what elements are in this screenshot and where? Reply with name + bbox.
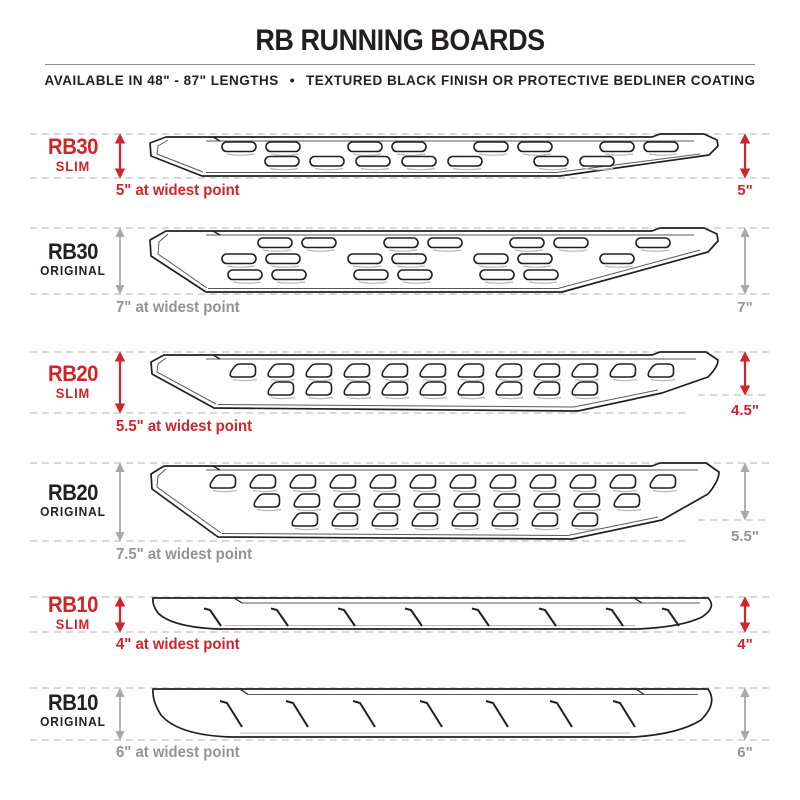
height-arrow-left	[114, 351, 126, 414]
board-illustration	[150, 351, 719, 412]
side-height-label: 5"	[737, 182, 753, 199]
dashed-guide-lines	[30, 133, 770, 179]
row-rb20-original: RB20 ORIGINAL 7.5" at widest point 5.5"	[0, 450, 800, 565]
board-illustration	[152, 688, 713, 738]
row-rb30-slim: RB30 SLIM 5" at widest point 5"	[0, 110, 800, 210]
variant-name: ORIGINAL	[40, 263, 106, 278]
rb20-slim-drawing	[30, 351, 770, 414]
widest-point-label: 7.5" at widest point	[116, 546, 253, 563]
model-name: RB10	[48, 690, 98, 715]
height-arrow-left	[115, 462, 125, 542]
variant-name: SLIM	[55, 158, 91, 174]
board-illustration	[150, 462, 720, 540]
height-arrow-left	[115, 687, 125, 741]
subtitle-lengths: AVAILABLE IN 48" - 87" LENGTHS	[44, 73, 279, 88]
variant-name: SLIM	[55, 385, 91, 401]
tread-slashes	[203, 607, 680, 627]
model-name: RB20	[48, 361, 98, 386]
model-name: RB10	[48, 592, 98, 617]
board-illustration	[149, 133, 719, 177]
dashed-guide-lines	[30, 687, 770, 741]
page-title: RB RUNNING BOARDS	[255, 24, 545, 57]
subtitle: AVAILABLE IN 48" - 87" LENGTHS • TEXTURED …	[0, 73, 800, 88]
dashed-guide-lines	[30, 596, 770, 633]
model-name: RB30	[48, 134, 98, 159]
row-rb20-slim: RB20 SLIM 5.5" at widest point 4.5"	[0, 340, 800, 445]
rb10-original-drawing	[30, 687, 770, 741]
row-rb30-original: RB30 ORIGINAL 7" at widest point 7"	[0, 218, 800, 328]
rb20-original-drawing	[30, 462, 770, 542]
height-arrow-right	[739, 133, 751, 179]
dashed-guide-lines	[30, 351, 770, 414]
variant-name: ORIGINAL	[40, 504, 106, 519]
subtitle-finish: TEXTURED BLACK FINISH OR PROTECTIVE BEDL…	[306, 73, 756, 88]
widest-point-label: 4" at widest point	[116, 636, 240, 653]
product-label: RB30 ORIGINAL	[22, 241, 123, 279]
board-illustration	[149, 227, 719, 293]
widest-point-label: 6" at widest point	[116, 744, 240, 761]
dashed-guide-lines	[30, 227, 770, 295]
board-illustration	[152, 597, 713, 630]
rb30-slim-drawing	[30, 133, 770, 179]
product-label: RB10 SLIM	[22, 592, 123, 633]
variant-name: ORIGINAL	[40, 714, 106, 729]
product-label: RB20 SLIM	[22, 361, 123, 402]
height-arrow-right	[740, 227, 750, 295]
height-arrow-left	[115, 227, 125, 295]
model-name: RB20	[48, 480, 98, 505]
row-rb10-slim: RB10 SLIM 4" at widest point 4"	[0, 585, 800, 660]
side-height-label: 4.5"	[731, 402, 759, 419]
product-label: RB30 SLIM	[22, 134, 123, 175]
subtitle-bullet: •	[289, 73, 296, 88]
row-rb10-original: RB10 ORIGINAL 6" at widest point 6"	[0, 675, 800, 775]
rb10-slim-drawing	[30, 596, 770, 633]
product-label: RB20 ORIGINAL	[22, 482, 123, 520]
side-height-label: 5.5"	[731, 528, 759, 545]
variant-name: SLIM	[55, 616, 91, 632]
side-height-label: 7"	[737, 299, 753, 316]
height-arrow-right	[740, 462, 750, 521]
height-arrow-right	[740, 687, 750, 741]
tread-slashes	[219, 700, 636, 728]
side-height-label: 6"	[737, 744, 753, 761]
dashed-guide-lines	[30, 462, 770, 542]
side-height-label: 4"	[737, 636, 753, 653]
widest-point-label: 5" at widest point	[116, 182, 240, 199]
title-divider	[45, 64, 755, 65]
height-arrow-left	[114, 596, 126, 633]
height-arrow-right	[739, 596, 751, 633]
height-arrow-left	[114, 133, 126, 179]
widest-point-label: 7" at widest point	[116, 299, 240, 316]
rb30-original-drawing	[30, 227, 770, 295]
model-name: RB30	[48, 239, 98, 264]
height-arrow-right	[739, 351, 751, 396]
product-label: RB10 ORIGINAL	[22, 692, 123, 730]
widest-point-label: 5.5" at widest point	[116, 418, 253, 435]
